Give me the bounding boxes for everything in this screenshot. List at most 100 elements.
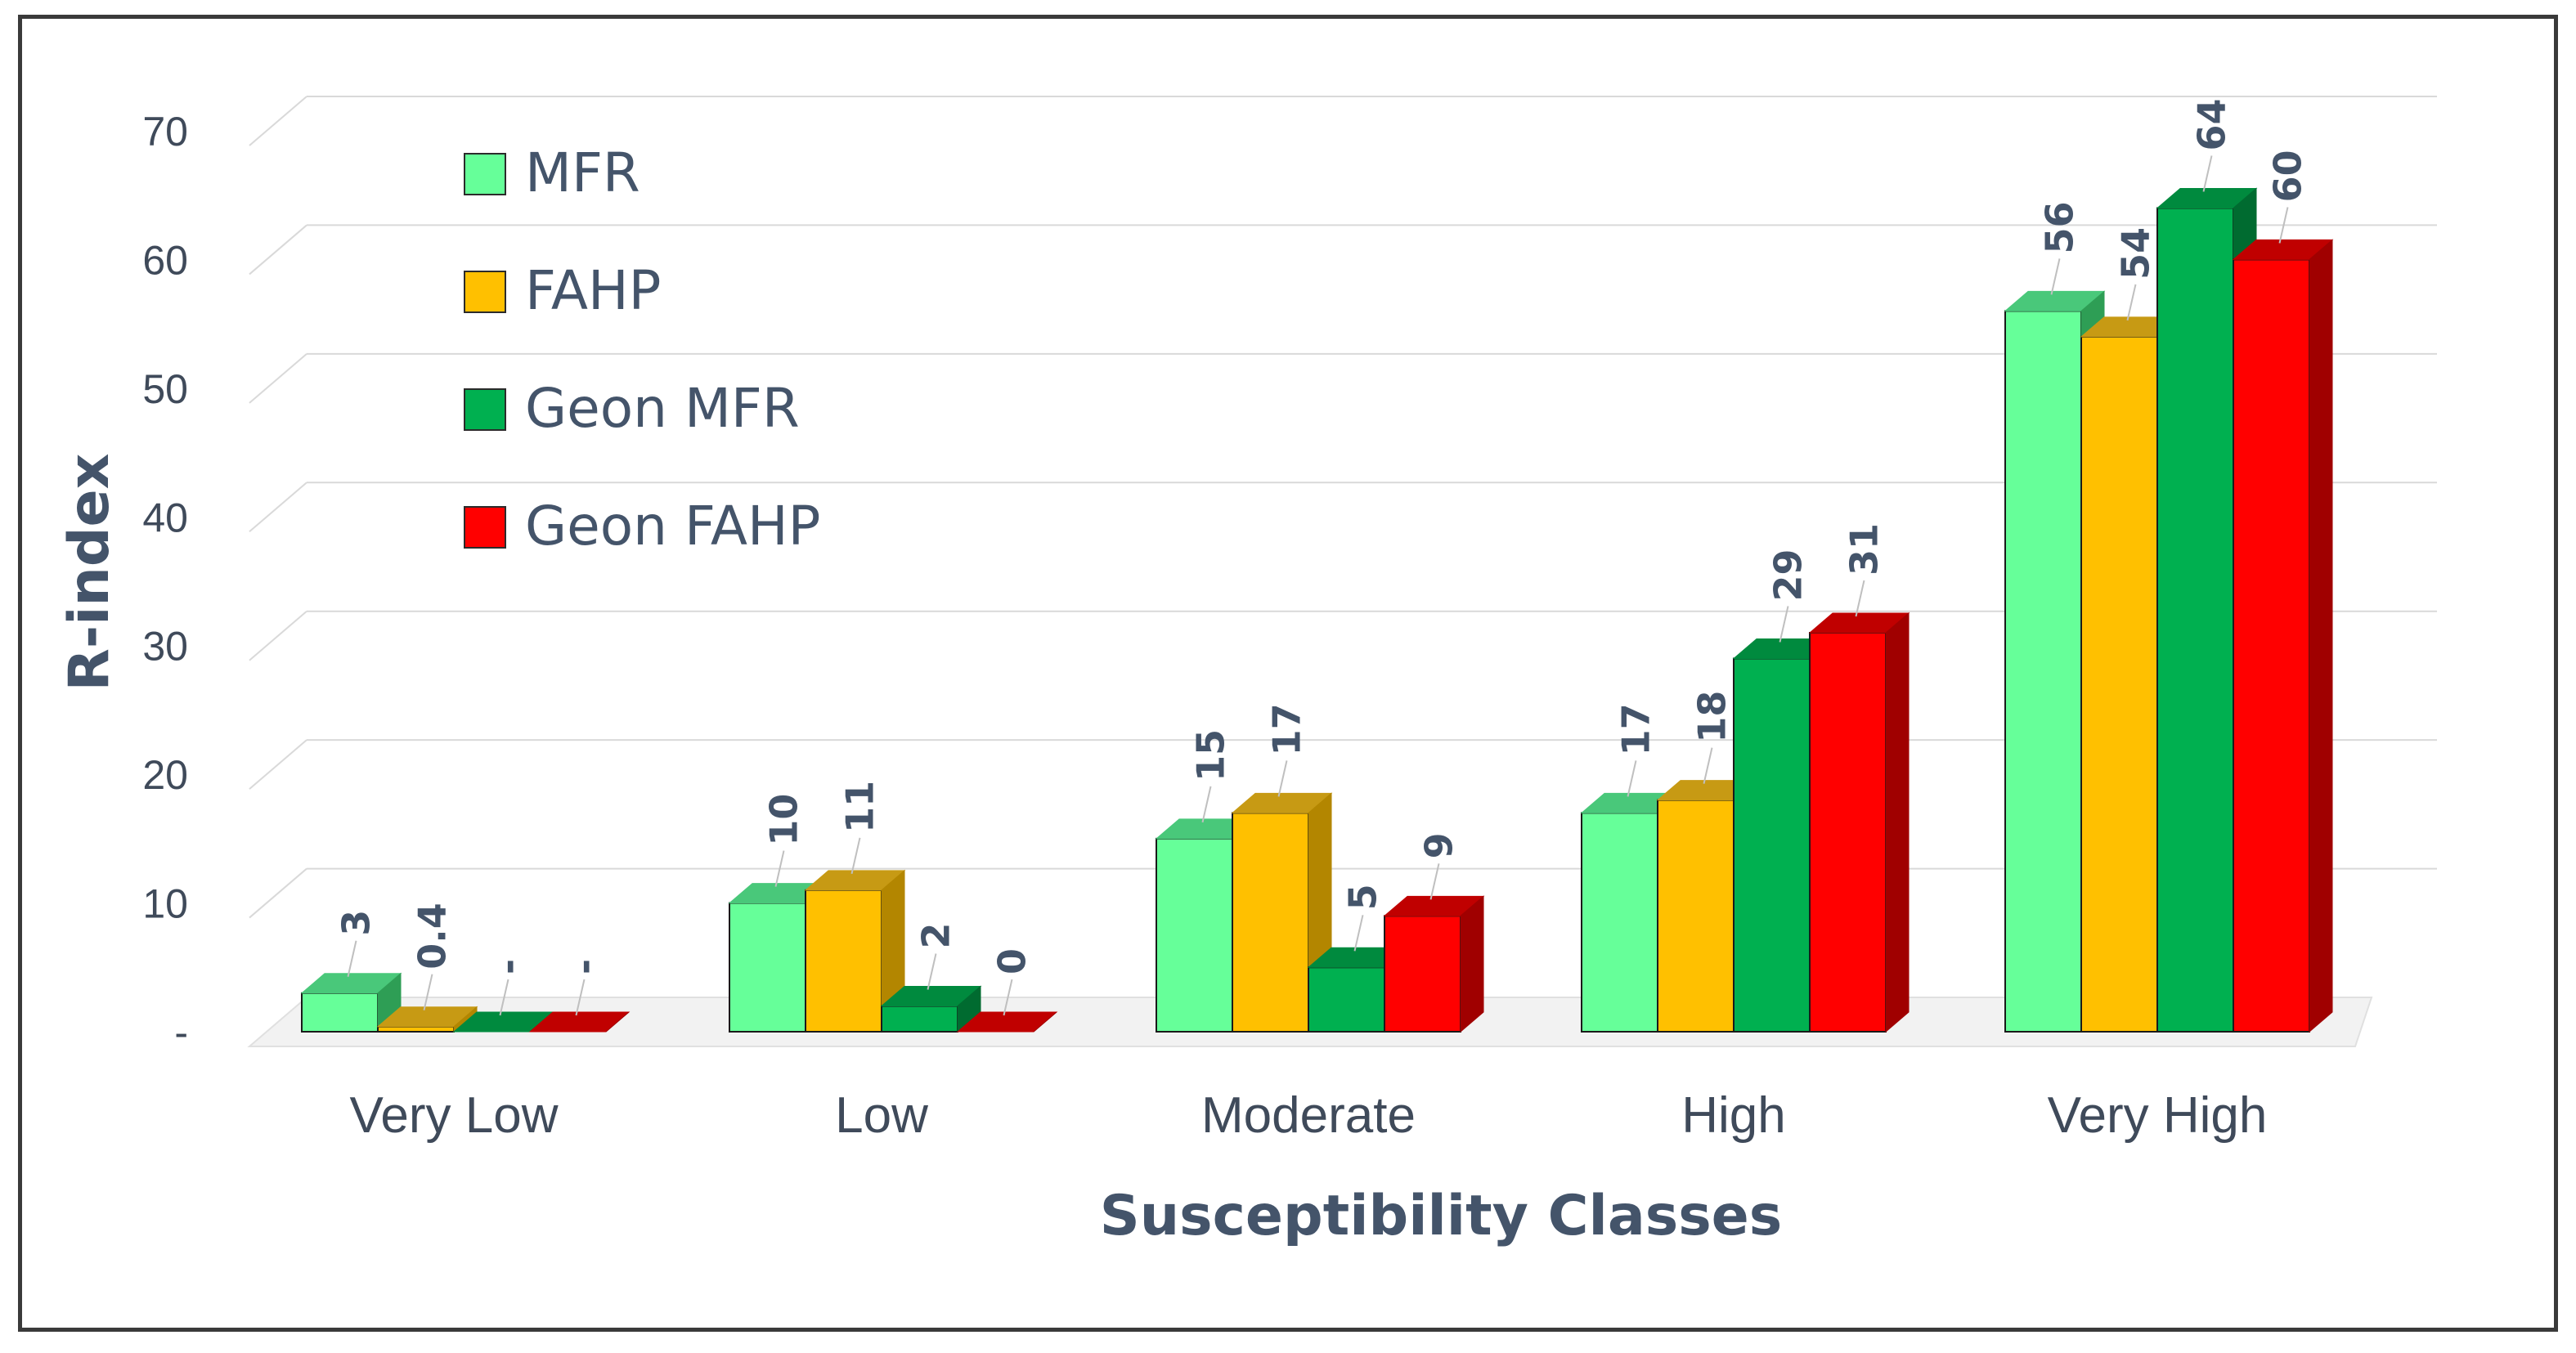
bar-side — [1033, 1011, 1057, 1033]
bar-side — [605, 1011, 630, 1033]
leader-line — [1201, 786, 1212, 823]
bar-front — [1308, 966, 1385, 1033]
bar-fahp — [376, 1006, 478, 1033]
leader-line — [1627, 760, 1637, 797]
leader-line — [2278, 207, 2289, 244]
data-label: 2 — [914, 922, 958, 948]
bar-front — [301, 992, 379, 1033]
gridline-diag — [249, 482, 307, 533]
leader-line — [575, 979, 586, 1016]
y-tick-label: - — [174, 1010, 188, 1055]
leader-line — [1277, 760, 1288, 797]
bar-front — [1581, 812, 1658, 1033]
data-label: 9 — [1417, 832, 1461, 858]
leader-line — [774, 850, 785, 887]
leader-line — [499, 979, 509, 1016]
y-tick-label: 30 — [142, 624, 188, 670]
data-label: 54 — [2114, 227, 2158, 280]
x-axis-title: Susceptibility Classes — [1100, 1184, 1783, 1248]
gridline-diag — [249, 224, 307, 276]
y-axis-ticks: - 10 20 30 40 50 60 70 — [142, 109, 188, 1055]
data-label: 18 — [1690, 691, 1735, 743]
bar-geon-fahp — [528, 1011, 631, 1033]
bar-side — [1885, 612, 1910, 1033]
leader-line — [927, 953, 937, 990]
data-label: 0.4 — [411, 903, 455, 970]
legend-item: Geon MFR — [464, 377, 800, 440]
data-label: 60 — [2266, 150, 2310, 202]
bar-front — [1657, 799, 1735, 1033]
leader-line — [1703, 747, 1713, 784]
legend-label: Geon FAHP — [525, 495, 820, 558]
bar-geon-fahp — [2232, 239, 2334, 1033]
data-label: 15 — [1189, 729, 1233, 782]
gridline-diag — [249, 96, 307, 146]
data-labels: 3 0.4 - - 10 11 2 0 15 17 5 9 17 18 29 31 56 54 64 60 — [334, 98, 2310, 1016]
bar-front — [1809, 631, 1887, 1033]
data-label: 5 — [1341, 884, 1385, 910]
bar-front — [2004, 310, 2082, 1033]
bar-side — [1460, 895, 1484, 1033]
x-tick-label: Very Low — [349, 1087, 558, 1144]
y-tick-label: 10 — [142, 881, 188, 927]
bar-front — [2156, 207, 2234, 1033]
leader-line — [347, 940, 357, 977]
bar-geon-fahp — [1808, 612, 1910, 1033]
y-tick-label: 40 — [142, 495, 188, 540]
leader-line — [850, 837, 861, 875]
bar-front — [1733, 657, 1811, 1033]
gridline-diag — [249, 739, 307, 790]
gridline-diag — [249, 867, 307, 919]
leader-line — [1429, 863, 1440, 900]
bar-side — [2309, 239, 2333, 1033]
data-label: 10 — [762, 794, 806, 846]
bar-geon-fahp — [1383, 895, 1485, 1033]
data-label: 3 — [334, 910, 379, 936]
data-label: 29 — [1766, 549, 1811, 601]
y-tick-label: 20 — [142, 752, 188, 798]
x-tick-label: Very High — [2048, 1087, 2268, 1144]
bar-front — [2080, 335, 2158, 1033]
data-label: 56 — [2038, 201, 2082, 253]
leader-line — [1003, 979, 1013, 1016]
bar-geon-mfr — [880, 985, 982, 1033]
legend-label: FAHP — [525, 259, 661, 322]
bar-front — [1232, 812, 1309, 1033]
data-label: - — [563, 959, 607, 974]
leader-line — [1353, 915, 1364, 952]
bar-front — [881, 1005, 958, 1033]
leader-line — [1779, 606, 1789, 643]
legend-swatch — [464, 153, 506, 195]
gridline-diag — [249, 610, 307, 661]
data-label: 31 — [1842, 523, 1887, 576]
bar-front — [1384, 915, 1461, 1033]
leader-line — [1855, 580, 1865, 617]
x-axis-ticks: Very Low Low Moderate High Very High — [349, 1087, 2267, 1144]
data-label: 11 — [838, 781, 882, 833]
x-tick-label: Low — [835, 1087, 928, 1144]
bar-front — [2233, 258, 2310, 1033]
bar-geon-fahp — [956, 1011, 1058, 1033]
bar-front — [377, 1025, 455, 1033]
legend-label: MFR — [525, 141, 640, 204]
leader-line — [2126, 284, 2137, 321]
y-tick-label: 60 — [142, 237, 188, 283]
legend-item: MFR — [464, 141, 640, 204]
data-label: 17 — [1265, 703, 1309, 755]
legend-swatch — [464, 388, 506, 431]
legend-label: Geon MFR — [525, 377, 800, 440]
legend: MFR FAHP Geon MFR Geon FAHP — [464, 141, 820, 558]
data-label: 64 — [2190, 98, 2234, 150]
x-tick-label: Moderate — [1201, 1087, 1416, 1144]
legend-swatch — [464, 506, 506, 549]
data-label: 17 — [1614, 703, 1658, 755]
legend-item: Geon FAHP — [464, 495, 820, 558]
legend-swatch — [464, 271, 506, 313]
data-label: 0 — [990, 948, 1034, 974]
bar-front — [805, 889, 882, 1033]
y-tick-label: 50 — [142, 366, 188, 412]
legend-item: FAHP — [464, 259, 661, 322]
bars — [300, 187, 2334, 1033]
leader-line — [423, 974, 433, 1010]
